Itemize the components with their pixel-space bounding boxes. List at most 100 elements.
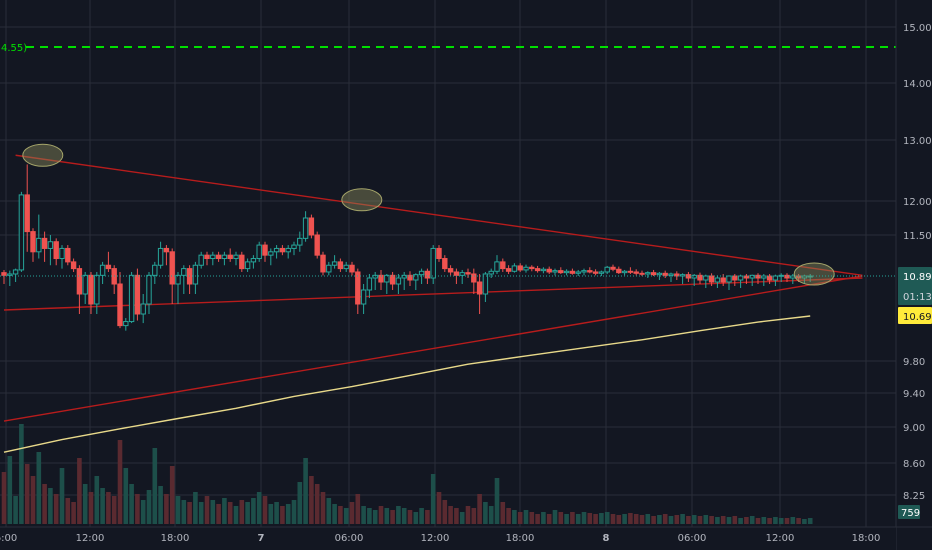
volume-bar	[140, 500, 146, 524]
time-tick-label: 06:00	[678, 533, 707, 544]
time-tick-label: 12:00	[76, 533, 105, 544]
volume-bar	[477, 494, 482, 524]
volume-bar	[158, 486, 163, 524]
candle-body	[540, 268, 547, 272]
pivot-markers	[22, 143, 835, 286]
ma-line	[3, 315, 811, 453]
volume-bar	[778, 518, 784, 524]
volume-bar	[372, 510, 378, 524]
candle-body	[308, 217, 315, 236]
candle-body	[517, 265, 523, 271]
price-axis[interactable]: 15.00 14.00 13.00 12.00 11.50 9.80 9.40 9.00 8.6…	[895, 0, 932, 550]
volume-bar	[442, 500, 448, 524]
candle-body	[505, 268, 512, 272]
candle-body	[552, 270, 558, 273]
candle-body	[413, 274, 419, 281]
volume-bar	[349, 502, 355, 524]
time-axis[interactable]: 6:00 12:00 18:00 7 06:00 12:00 18:00 8 06:00 12:0…	[0, 526, 932, 550]
candle-body	[592, 271, 599, 274]
volume-bar	[117, 440, 123, 524]
candle-body	[500, 261, 506, 270]
candle-body	[529, 266, 535, 270]
volume-bar	[106, 492, 111, 524]
volume-bar	[42, 484, 47, 524]
candle-body	[378, 274, 384, 283]
volume-bar	[796, 518, 801, 524]
candle-body	[297, 237, 303, 246]
price-tick-label: 9.80	[903, 357, 925, 368]
candle-body	[494, 261, 500, 272]
candle-body	[761, 275, 767, 279]
candle-body	[47, 241, 54, 249]
candle-body	[192, 264, 199, 285]
candle-body	[482, 273, 489, 295]
volume-bar	[657, 515, 662, 524]
volume-bar	[303, 458, 308, 524]
volume-bar	[807, 518, 813, 524]
volume-bar	[169, 466, 175, 524]
candle-body	[175, 274, 181, 285]
candle-body	[563, 270, 570, 274]
volume-bar	[587, 513, 593, 524]
volume-bar	[378, 506, 384, 524]
volume-bar	[465, 506, 471, 524]
ma-tag: 10.69	[903, 312, 932, 323]
price-tick-label: 8.60	[903, 459, 925, 470]
candle-body	[633, 271, 639, 274]
volume-bar	[187, 502, 192, 524]
candle-body	[465, 272, 471, 275]
pivot-ellipse	[22, 143, 64, 167]
price-tick-label: 14.00	[903, 79, 932, 90]
volume-bar	[111, 496, 117, 524]
volume-bar	[320, 492, 326, 524]
ma-tag-background	[898, 307, 932, 324]
candle-body	[650, 272, 657, 276]
candle-body	[146, 274, 152, 305]
volume-bar	[100, 488, 105, 524]
volume-bar	[239, 500, 245, 524]
volume-bar	[494, 478, 500, 524]
candle-body	[766, 275, 773, 281]
volume-bar	[628, 513, 633, 524]
volume-bar	[581, 512, 587, 524]
candle-body	[59, 247, 65, 260]
candle-body	[737, 275, 744, 281]
time-tick-label: 6:00	[0, 533, 17, 544]
candle-body	[389, 274, 396, 285]
candle-body	[227, 254, 233, 260]
candle-body	[105, 264, 112, 270]
candle-body	[384, 274, 390, 283]
candle-body	[76, 268, 83, 295]
volume-bar	[175, 496, 181, 524]
time-tick-label: 18:00	[161, 533, 190, 544]
candle-body	[157, 247, 164, 266]
volume-bar	[1, 472, 7, 524]
candle-body	[732, 275, 738, 281]
volume-bar	[396, 506, 401, 524]
candle-body	[476, 281, 483, 295]
candle-body	[349, 264, 355, 273]
candle-body	[511, 265, 518, 272]
volume-bar	[314, 484, 320, 524]
volume-bar	[65, 498, 71, 524]
volume-bar	[761, 517, 767, 524]
volume-bar	[622, 514, 627, 524]
candle-body	[268, 251, 274, 256]
candle-body	[134, 274, 141, 315]
volume-tag: 759	[901, 508, 920, 519]
trendline	[15, 154, 863, 277]
volume-bar	[535, 514, 540, 524]
volume-bar	[448, 506, 453, 524]
bar-countdown: 01:13	[903, 292, 932, 303]
candle-body	[250, 258, 257, 263]
volume-bar	[767, 518, 772, 524]
trendline	[3, 277, 863, 311]
axis-tags: 10.89 01:13 10.69 759	[898, 267, 932, 519]
volume-bar	[546, 514, 552, 524]
volume-bar	[19, 424, 24, 524]
volume-bar	[500, 502, 506, 524]
candle-body	[581, 270, 587, 273]
volume-bar	[59, 468, 65, 524]
candle-body	[453, 271, 460, 276]
